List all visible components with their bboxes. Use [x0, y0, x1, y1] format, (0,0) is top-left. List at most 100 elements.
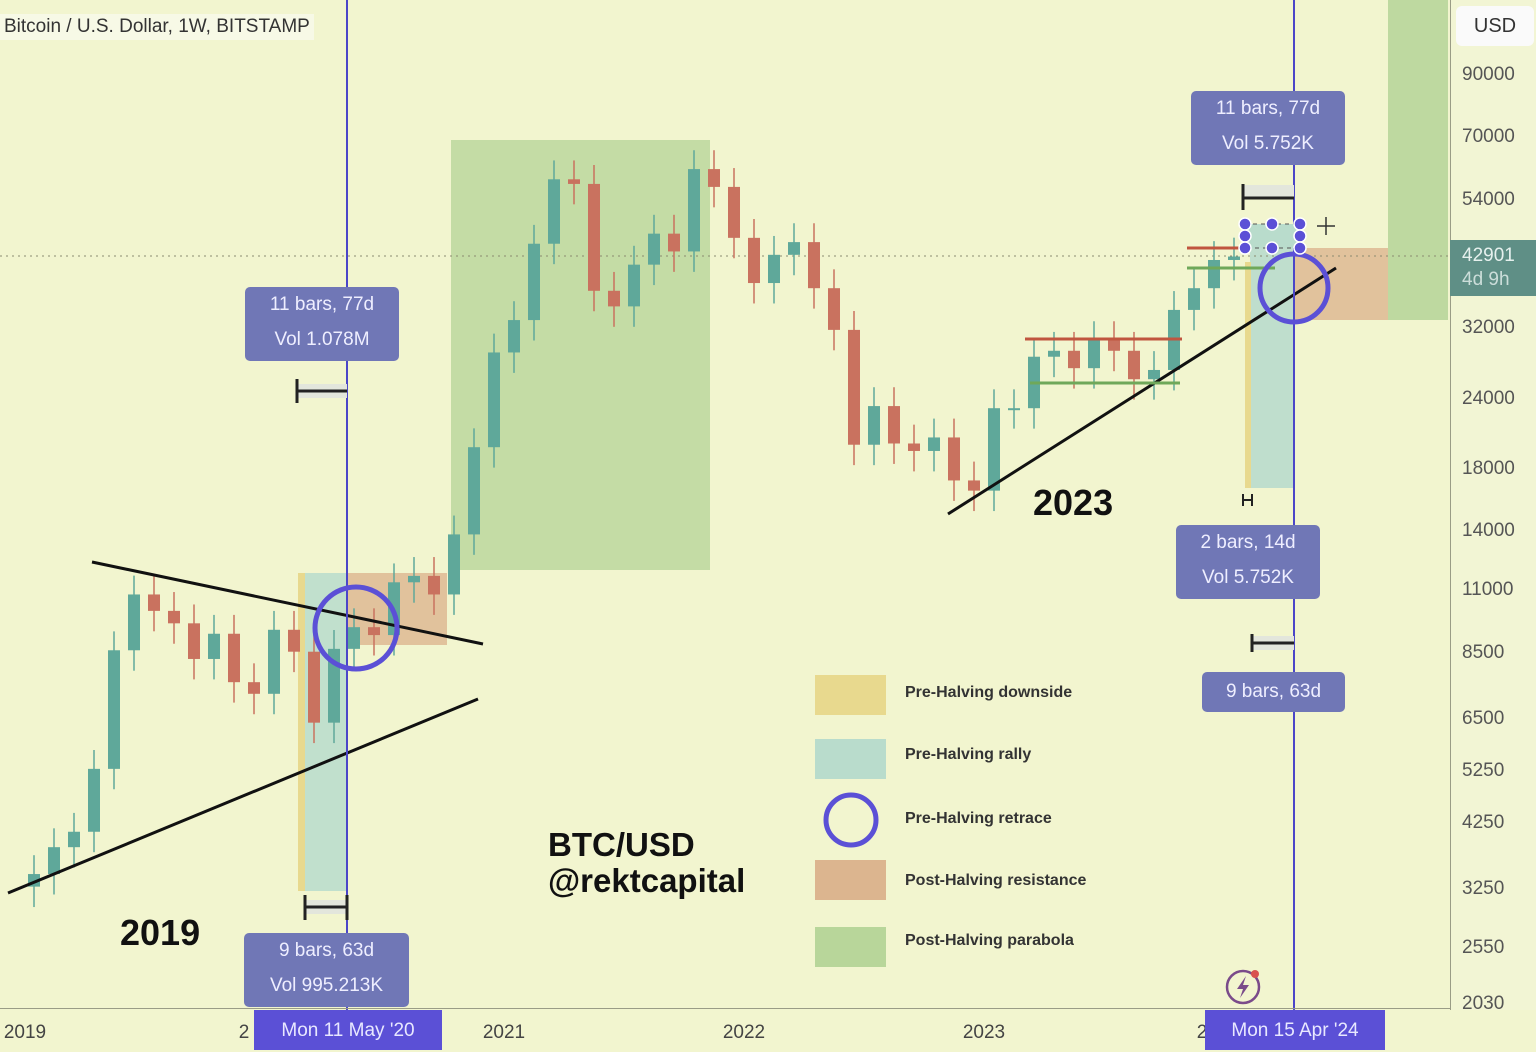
measure-bars: 11 bars, 77d — [269, 294, 375, 315]
currency-button[interactable]: USD — [1456, 6, 1534, 46]
legend-label-resistance: Post-Halving resistance — [905, 872, 1087, 889]
legend-swatch-rally — [815, 739, 886, 779]
measure-label-2024-top: 11 bars, 77d Vol 5.752K — [1191, 91, 1345, 165]
measure-volume: Vol 995.213K — [269, 975, 384, 996]
candle — [588, 183, 600, 291]
x-tick-2022: 2022 — [722, 1022, 766, 1043]
candle — [648, 233, 660, 265]
candle — [1128, 350, 1140, 380]
candle — [668, 233, 680, 252]
candle — [1068, 350, 1080, 369]
candle — [1228, 256, 1240, 260]
time-axis[interactable] — [0, 1008, 1450, 1051]
measure-label-2024-bottom: 9 bars, 63d — [1202, 672, 1345, 712]
y-tick: 5250 — [1462, 760, 1505, 782]
candle — [608, 290, 620, 307]
legend-swatch-retrace — [823, 792, 879, 848]
trendline-support-2023[interactable] — [947, 266, 1337, 516]
x-tick-2019: 2019 — [3, 1022, 47, 1043]
range-bracket-2024-top[interactable] — [1241, 184, 1294, 210]
range-bracket-2024-mid[interactable] — [1242, 494, 1253, 506]
candle — [128, 594, 140, 651]
measure-volume: Vol 1.078M — [274, 329, 370, 350]
candle — [448, 534, 460, 595]
year-label-2019: 2019 — [120, 912, 201, 953]
candle — [108, 650, 120, 769]
candle — [768, 254, 780, 284]
candle — [708, 169, 720, 187]
candle — [1208, 259, 1220, 289]
candle — [808, 242, 820, 289]
y-tick: 11000 — [1462, 578, 1514, 600]
crosshair-date-label-2020: Mon 11 May '20 — [254, 1010, 442, 1050]
candle — [888, 406, 900, 444]
pre-halving-downside-zone-2020 — [298, 573, 305, 891]
pre-halving-rally-zone-2020 — [302, 573, 347, 891]
x-tick-2020-partial: 2 — [238, 1022, 250, 1043]
measure-volume: Vol 5.752K — [1202, 567, 1294, 588]
price-axis[interactable] — [1450, 0, 1536, 1010]
candle — [968, 480, 980, 491]
legend-label-downside: Pre-Halving downside — [905, 684, 1073, 701]
y-tick: 24000 — [1462, 387, 1515, 409]
candle — [928, 437, 940, 451]
range-bracket-2020-top[interactable] — [295, 379, 347, 403]
candle — [848, 329, 860, 445]
legend-swatch-parabola — [815, 927, 886, 967]
legend-swatch-downside — [815, 675, 886, 715]
range-bracket-2024-bottom[interactable] — [1250, 634, 1294, 652]
candle — [988, 408, 1000, 491]
measure-bars: 9 bars, 63d — [278, 940, 375, 961]
candle — [88, 768, 100, 832]
y-tick: 8500 — [1462, 642, 1505, 664]
candle — [208, 633, 220, 659]
y-tick: 2550 — [1462, 937, 1505, 959]
legend-swatch-resistance — [815, 860, 886, 900]
candle — [428, 575, 440, 595]
lightning-icon[interactable] — [1225, 969, 1261, 1005]
candle — [528, 243, 540, 321]
y-tick: 54000 — [1462, 189, 1515, 211]
watermark-handle: @rektcapital — [548, 862, 746, 899]
measure-label-2024-mid: 2 bars, 14d Vol 5.752K — [1176, 525, 1320, 599]
measure-bars: 11 bars, 77d — [1215, 98, 1321, 119]
candle — [408, 575, 420, 583]
watermark: BTC/USD @rektcapital — [548, 827, 745, 899]
x-tick-2024-partial: 2 — [1196, 1022, 1208, 1043]
candle — [688, 169, 700, 252]
trendline-resistance-2019[interactable] — [91, 560, 484, 646]
year-label-2023: 2023 — [1033, 482, 1114, 523]
candle — [1088, 340, 1100, 369]
candle — [328, 648, 340, 723]
candle — [788, 242, 800, 255]
crosshair-date-label-2024: Mon 15 Apr '24 — [1205, 1010, 1385, 1050]
x-tick-2021: 2021 — [482, 1022, 526, 1043]
pre-halving-retrace-circle-2024[interactable] — [1257, 251, 1331, 325]
y-tick: 6500 — [1462, 707, 1505, 729]
watermark-pair: BTC/USD — [548, 826, 695, 863]
candle — [1008, 408, 1020, 411]
candle — [568, 179, 580, 184]
candle — [1108, 340, 1120, 351]
trendline-support-2019[interactable] — [7, 697, 479, 895]
candle — [368, 627, 380, 636]
candle — [268, 629, 280, 694]
y-tick: 4250 — [1462, 811, 1505, 833]
crosshair-cursor-icon — [1317, 217, 1335, 235]
y-tick: 32000 — [1462, 317, 1515, 339]
candle — [148, 594, 160, 611]
candle — [868, 406, 880, 445]
candle — [168, 610, 180, 624]
selected-rectangle-drawing[interactable] — [1238, 217, 1307, 255]
candle — [188, 623, 200, 659]
range-bracket-2020-bottom[interactable] — [303, 895, 349, 920]
candle — [68, 831, 80, 848]
candle — [1048, 350, 1060, 357]
y-tick: 3250 — [1462, 877, 1505, 899]
candle — [748, 237, 760, 284]
candle — [828, 288, 840, 330]
pre-halving-retrace-circle-2020[interactable] — [312, 584, 400, 672]
candle — [248, 682, 260, 694]
y-tick: 2030 — [1462, 992, 1505, 1014]
